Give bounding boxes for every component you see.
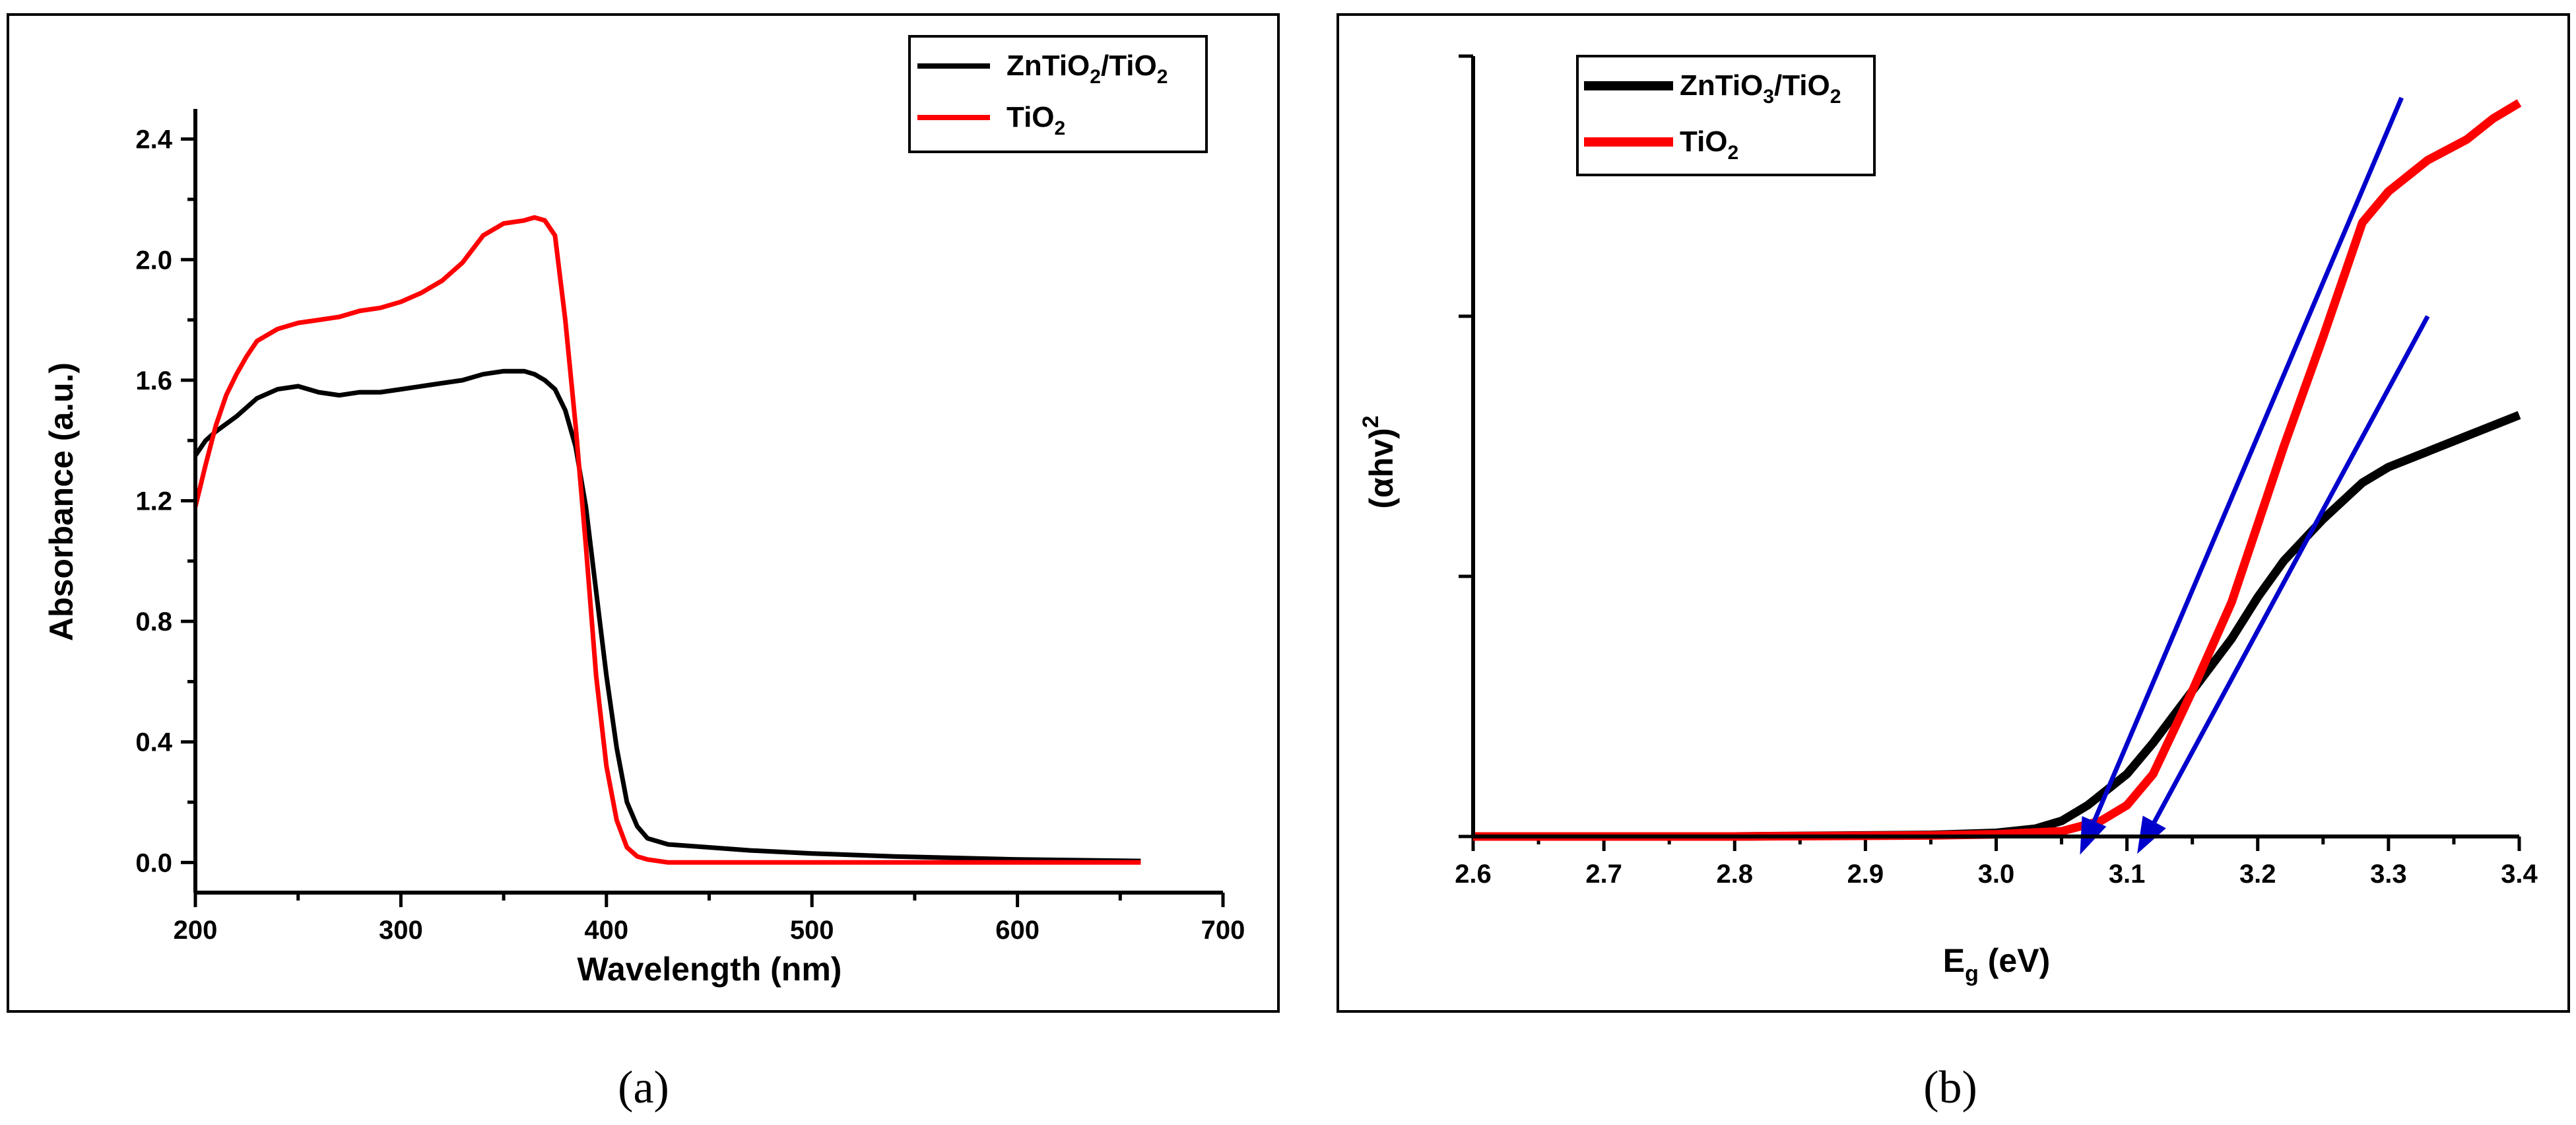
panel-a-y-tick-label: 2.0: [135, 246, 172, 275]
panel-b-legend: ZnTiO3/TiO2 TiO2: [1576, 55, 1876, 176]
panel-b-series: [1473, 96, 2522, 855]
panel-a-series: [193, 215, 1141, 865]
panel-a-x-tick-label: 600: [995, 916, 1040, 945]
panel-b-legend-label-1: TiO2: [1680, 125, 1738, 164]
panel-b-x-tick-label: 2.6: [1455, 860, 1492, 889]
panel-b-x-tick-label: 3.0: [1978, 860, 2015, 889]
panel-a-y-tick-label: 0.8: [135, 607, 172, 636]
panel-a-x-tick-label: 200: [174, 916, 218, 945]
panel-a-caption: (a): [618, 1062, 669, 1113]
panel-a-frame: [7, 13, 1280, 1013]
panel-b-y-label: (αhv)2: [1358, 415, 1400, 508]
panel-b-series-line-0: [1473, 411, 2521, 841]
panel-b-legend-label-0: ZnTiO3/TiO2: [1680, 69, 1841, 108]
panel-a-y-tick-label: 2.4: [135, 125, 172, 154]
panel-b-legend-box: [1576, 55, 1876, 176]
panel-b-x-tick-label: 3.1: [2109, 860, 2146, 889]
panel-a-y-tick-label: 1.6: [135, 366, 172, 395]
panel-b-x-tick-label: 2.8: [1716, 860, 1753, 889]
panel-b-caption: (b): [1923, 1062, 1977, 1113]
panel-b-tangent-line-0: [2085, 96, 2404, 838]
panel-a: 200 300 400 500 600 7000.00.40.81.21.62.02.4 …: [7, 13, 1280, 1113]
panel-a-series-line-0: [193, 368, 1141, 864]
panel-b-tangent-line-1: [2144, 315, 2430, 838]
panel-b-frame: [1337, 13, 2570, 1013]
panel-b-x-tick-label: 3.2: [2239, 860, 2276, 889]
panel-a-x-tick-label: 300: [379, 916, 423, 945]
panel-a-x-label: Wavelength (nm): [578, 951, 842, 988]
panel-a-y-tick-label: 0.4: [135, 728, 172, 757]
panel-a-x-tick-label: 500: [790, 916, 834, 945]
panel-a-legend-label-0: ZnTiO2/TiO2: [1007, 50, 1168, 88]
panel-b-x-tick-label: 2.7: [1585, 860, 1622, 889]
panel-a-y-tick-label: 0.0: [135, 848, 172, 877]
panel-b-x-tick-label: 3.4: [2501, 860, 2538, 889]
panel-a-x-tick-label: 400: [584, 916, 628, 945]
panel-a-series-line-1: [193, 215, 1141, 865]
panel-a-legend-label-1: TiO2: [1007, 101, 1065, 139]
panel-b-x-label: Eg (eV): [1943, 942, 2051, 986]
panel-a-ticks: 200 300 400 500 600 700 0.0 0.4 0.8 1.2 1.6 2.0 2.4: [135, 125, 1245, 945]
panel-b: 2.6 2.7 2.8 2.9 3.0 3.1 3.2 3.3 3.4 Eg (eV) (αhv…: [1337, 13, 2570, 1113]
panel-b-ticks: 2.6 2.7 2.8 2.9 3.0 3.1 3.2 3.3 3.4: [1455, 54, 2538, 889]
panel-a-y-tick-label: 1.2: [135, 487, 172, 516]
panel-b-x-tick-label: 3.3: [2370, 860, 2407, 889]
panel-a-x-tick-label: 700: [1201, 916, 1245, 945]
panel-a-y-label: Absorbance (a.u.): [43, 362, 80, 641]
panel-b-x-tick-label: 2.9: [1847, 860, 1884, 889]
panel-b-series-line-1: [1473, 99, 2522, 841]
panel-a-legend: ZnTiO2/TiO2 TiO2: [908, 35, 1208, 153]
panel-a-legend-box: [908, 35, 1208, 153]
